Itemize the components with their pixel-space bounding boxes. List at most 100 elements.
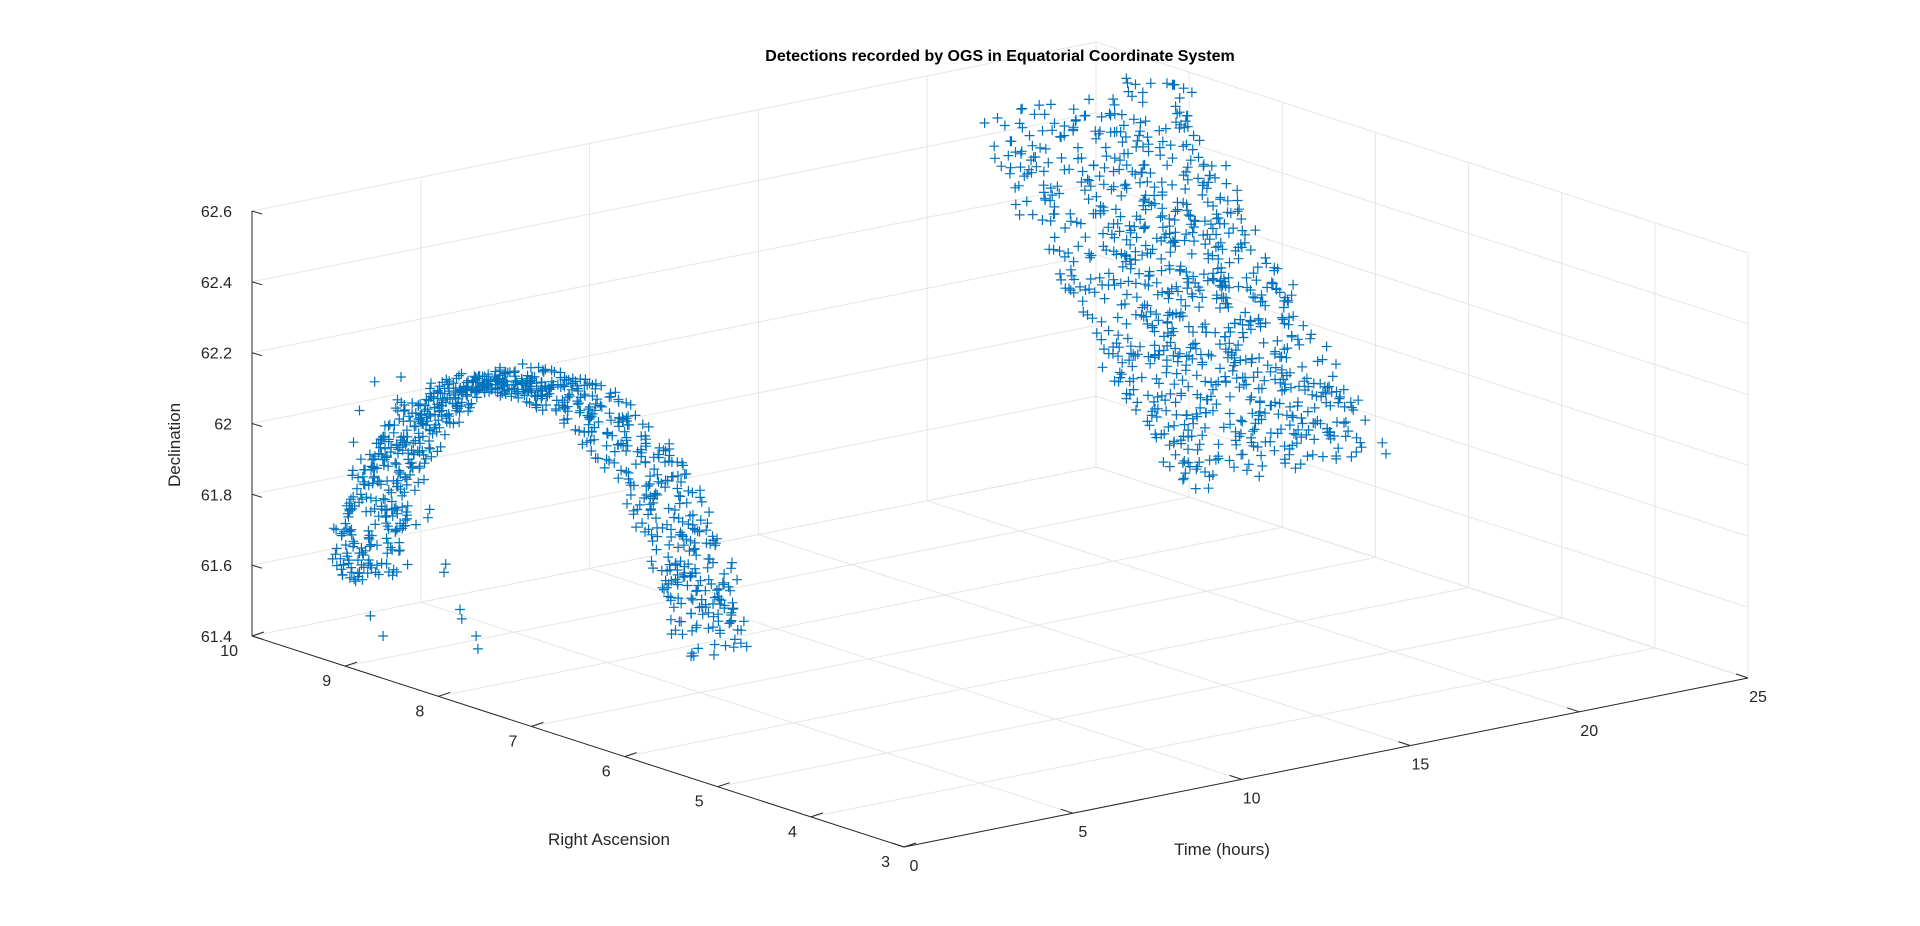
data-point-marker	[1180, 365, 1191, 376]
data-point-marker	[1165, 237, 1176, 248]
data-point-marker	[647, 536, 658, 547]
data-point-marker	[1114, 342, 1125, 353]
data-point-marker	[1302, 451, 1313, 462]
data-point-marker	[462, 391, 473, 402]
data-point-marker	[454, 417, 465, 428]
data-point-marker	[1105, 110, 1116, 121]
data-point-marker	[373, 511, 384, 522]
data-point-marker	[590, 453, 601, 463]
data-point-marker	[1197, 430, 1208, 441]
data-point-marker	[1235, 239, 1246, 250]
data-point-marker	[1256, 450, 1267, 461]
data-point-marker	[691, 620, 702, 631]
x-axis-label: Time (hours)	[1174, 840, 1270, 859]
data-point-marker	[1240, 229, 1250, 240]
data-point-marker	[1254, 471, 1265, 482]
data-point-marker	[1208, 201, 1218, 211]
data-point-marker	[1234, 204, 1245, 215]
data-point-marker	[1345, 397, 1356, 408]
data-point-marker	[677, 457, 688, 468]
data-point-marker	[689, 524, 700, 535]
data-point-marker	[672, 470, 683, 481]
data-point-marker	[695, 575, 706, 586]
z-tick-mark	[251, 423, 263, 427]
data-point-marker	[402, 510, 412, 521]
data-point-marker	[1043, 157, 1054, 168]
data-point-marker	[735, 638, 746, 649]
data-point-marker	[1164, 264, 1175, 275]
data-point-marker	[1140, 190, 1151, 201]
data-point-marker	[1333, 397, 1344, 408]
data-point-marker	[1185, 342, 1196, 353]
data-point-marker	[632, 446, 643, 457]
data-point-marker	[708, 611, 719, 622]
data-point-marker	[1192, 461, 1203, 472]
data-point-marker	[1168, 350, 1179, 361]
data-point-marker	[369, 462, 380, 473]
data-point-marker	[372, 463, 382, 474]
data-point-marker	[1179, 419, 1190, 430]
data-point-marker	[1203, 349, 1214, 360]
data-point-marker	[596, 380, 607, 391]
data-point-marker	[1098, 179, 1109, 190]
data-point-marker	[343, 511, 354, 522]
data-point-marker	[738, 616, 749, 627]
data-point-marker	[1183, 321, 1194, 332]
data-point-marker	[1224, 257, 1235, 268]
y-tick-label: 6	[602, 764, 611, 781]
data-point-marker	[1116, 190, 1127, 201]
data-point-marker	[360, 545, 371, 556]
data-point-marker	[1029, 109, 1040, 120]
data-point-marker	[1197, 292, 1208, 303]
data-point-marker	[1185, 211, 1196, 222]
data-point-marker	[1246, 437, 1257, 448]
data-point-marker	[1265, 366, 1276, 377]
data-point-marker	[715, 628, 726, 639]
data-point-marker	[1198, 161, 1209, 172]
data-point-marker	[415, 414, 426, 425]
data-point-marker	[354, 405, 365, 416]
data-point-marker	[400, 515, 411, 526]
data-point-marker	[1109, 108, 1120, 119]
data-point-marker	[1117, 137, 1128, 148]
data-point-marker	[421, 394, 432, 405]
data-point-marker	[1149, 326, 1160, 337]
data-point-marker	[610, 387, 621, 398]
data-point-marker	[1270, 346, 1281, 357]
data-point-marker	[1070, 116, 1081, 126]
data-point-marker	[1114, 226, 1125, 237]
grid-line-side-dec	[1095, 112, 1749, 325]
grid-line-back-dec	[251, 395, 1097, 566]
data-point-marker	[1288, 279, 1299, 290]
y-tick-label: 4	[788, 824, 797, 841]
data-point-marker	[1207, 273, 1218, 284]
data-point-marker	[1201, 394, 1212, 405]
data-point-marker	[1077, 166, 1088, 177]
data-point-marker	[596, 401, 607, 412]
data-point-marker	[1108, 218, 1119, 229]
z-tick-label: 61.8	[201, 487, 232, 504]
data-point-marker	[694, 526, 705, 537]
data-point-marker	[1270, 374, 1281, 385]
data-point-marker	[361, 506, 372, 517]
data-point-marker	[693, 643, 704, 654]
data-point-marker	[1157, 136, 1168, 147]
data-point-marker	[622, 440, 633, 451]
data-point-marker	[1276, 364, 1287, 375]
data-point-marker	[630, 459, 641, 470]
grid-line-side-dec	[1095, 41, 1749, 254]
data-point-marker	[702, 518, 713, 529]
data-point-marker	[421, 420, 432, 431]
data-point-marker	[687, 523, 698, 534]
data-point-marker	[695, 515, 706, 526]
data-point-marker	[1116, 299, 1127, 310]
data-point-marker	[1356, 442, 1367, 453]
data-point-marker	[513, 392, 524, 403]
data-point-marker	[1224, 408, 1235, 419]
data-point-marker	[1171, 368, 1182, 379]
data-point-marker	[1164, 461, 1175, 472]
data-point-marker	[373, 448, 384, 459]
x-tick-label: 15	[1412, 757, 1430, 774]
data-point-marker	[979, 118, 990, 128]
data-point-marker	[1173, 286, 1183, 297]
